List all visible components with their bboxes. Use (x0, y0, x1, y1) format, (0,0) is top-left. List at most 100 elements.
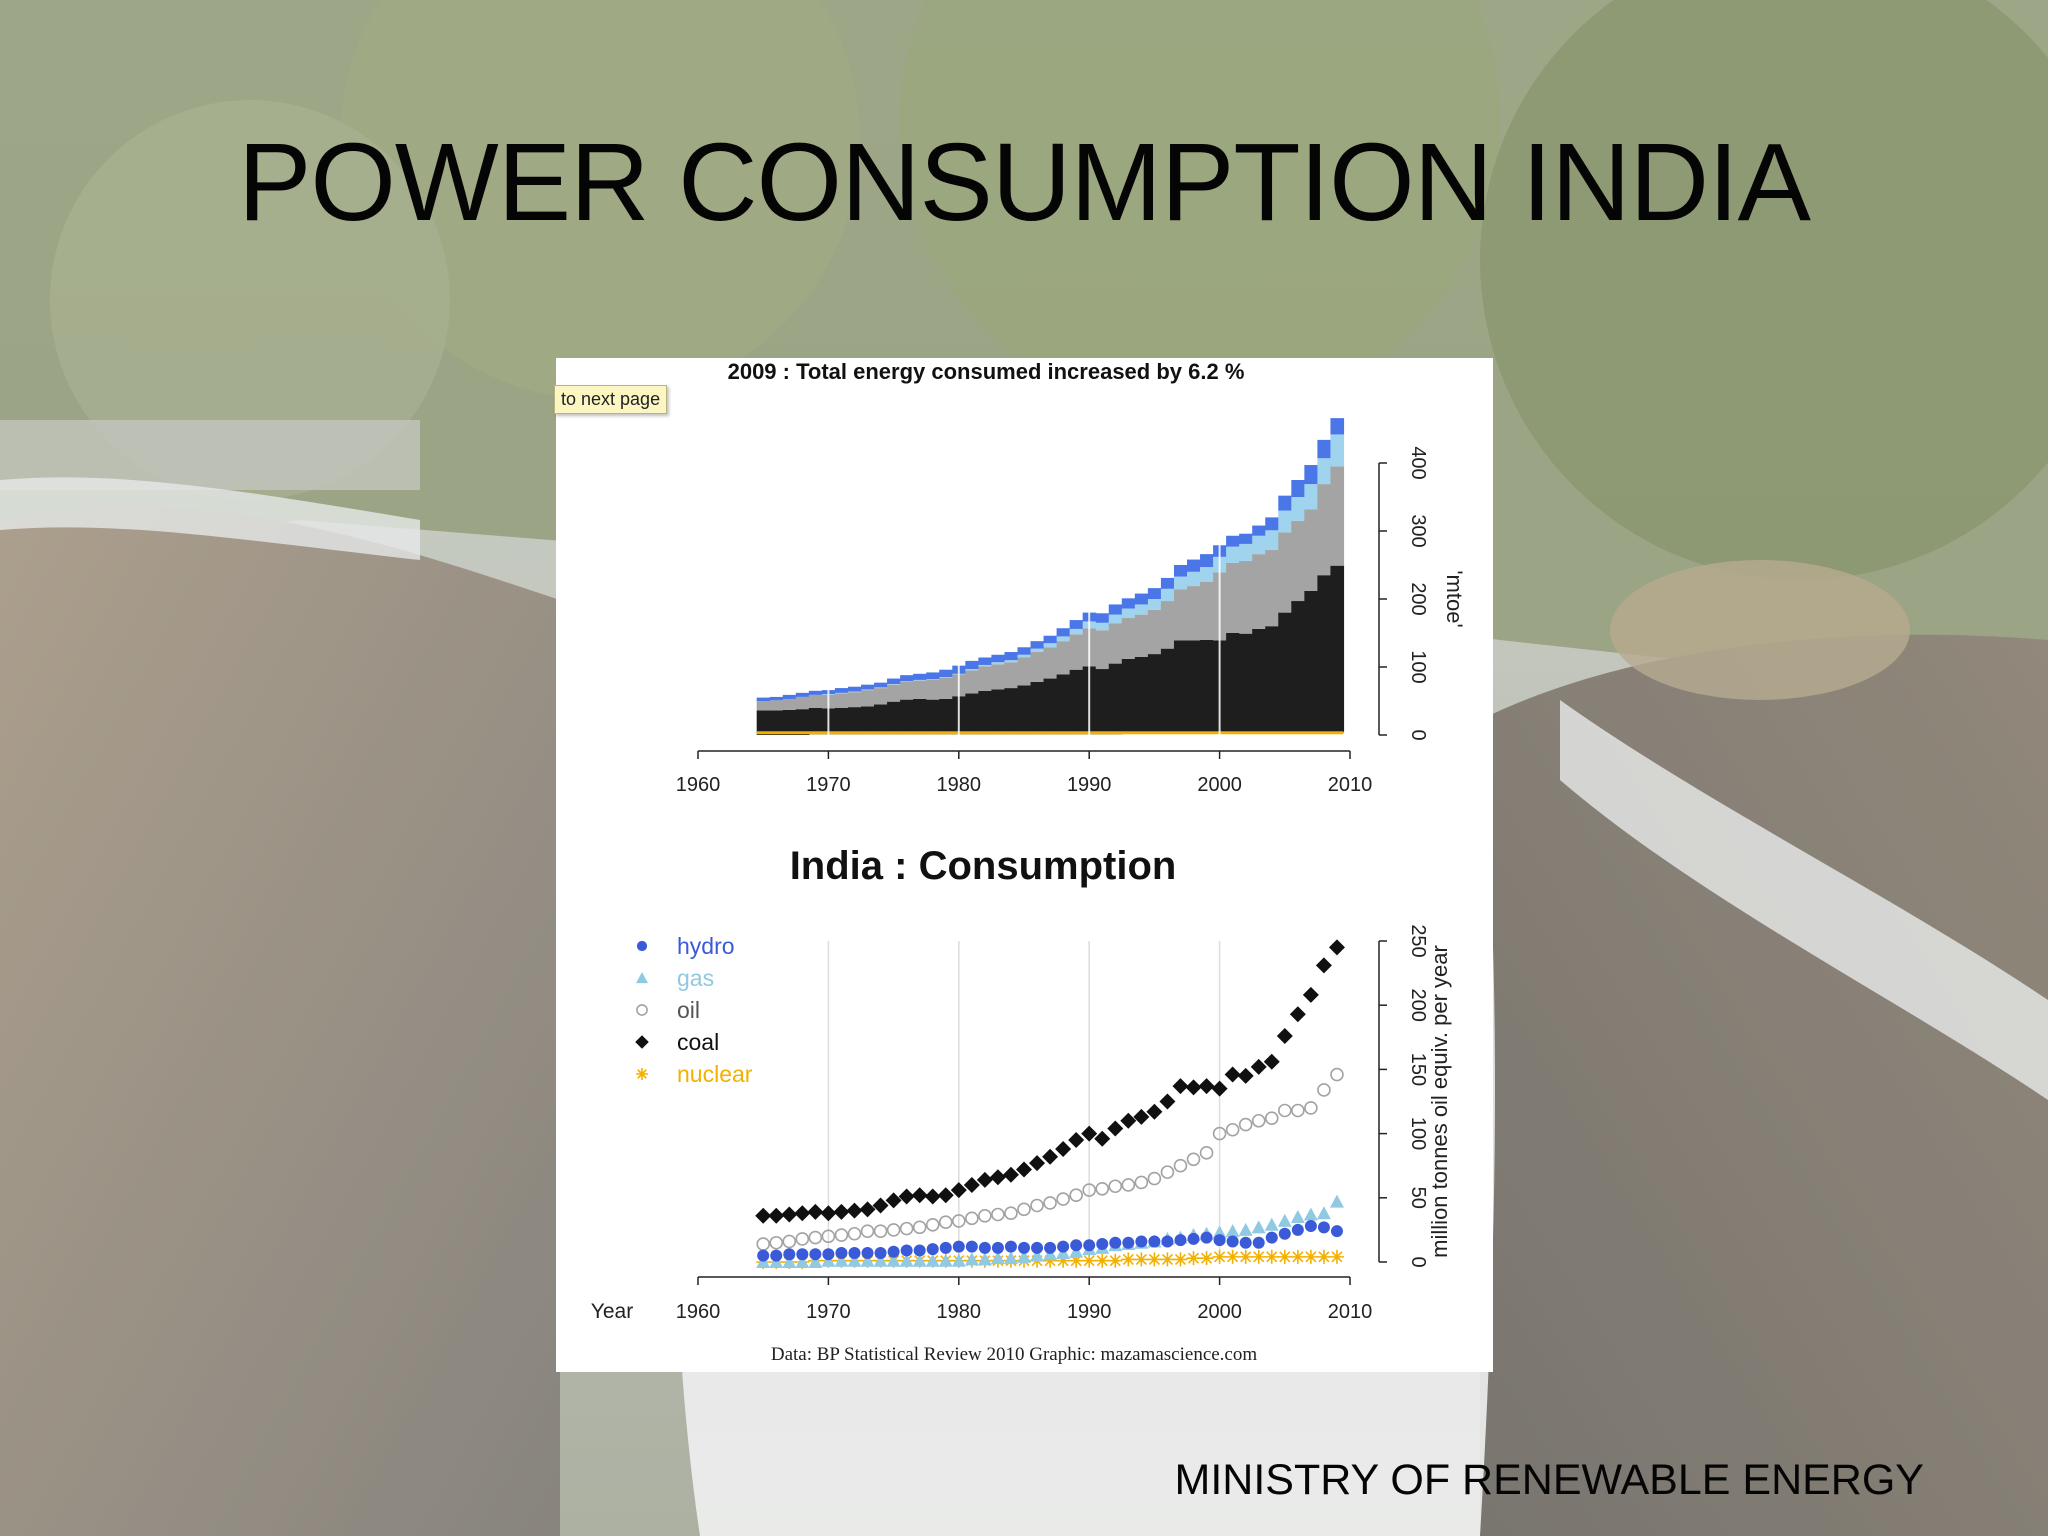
point-hydro-1994 (1135, 1235, 1148, 1248)
slide-footer: MINISTRY OF RENEWABLE ENERGY (1174, 1456, 1924, 1504)
stack-bar-coal-1997 (1173, 640, 1188, 734)
point-hydro-1971 (835, 1247, 848, 1260)
point-hydro-1998 (1187, 1232, 1200, 1245)
point-hydro-1980 (952, 1240, 965, 1253)
stack-bar-gas-1981 (965, 669, 979, 671)
stack-bar-hydro-1987 (1043, 635, 1058, 644)
point-oil-1973 (860, 1224, 875, 1238)
point-gas-2001 (1225, 1224, 1240, 1238)
stack-bar-coal-1985 (1017, 685, 1032, 735)
stack-bar-gas-1998 (1187, 571, 1201, 587)
point-coal-2000 (1211, 1080, 1228, 1097)
top-x-tick-label-1970: 1970 (806, 774, 851, 796)
point-coal-1976 (898, 1188, 915, 1205)
stack-bar-gas-1997 (1173, 576, 1188, 590)
point-gas-2006 (1290, 1210, 1305, 1224)
stack-bar-coal-1989 (1069, 669, 1084, 735)
stack-bar-hydro-1994 (1134, 593, 1149, 605)
bottom-y-tick-label-0: 0 (1407, 1256, 1429, 1267)
legend-label-hydro: hydro (677, 933, 735, 959)
point-oil-1983 (991, 1207, 1005, 1222)
stack-bar-coal-1968 (795, 709, 810, 735)
point-oil-1997 (1173, 1158, 1188, 1173)
top-chart-title: 2009 : Total energy consumed increased b… (728, 359, 1245, 384)
stack-bar-hydro-1972 (847, 686, 862, 692)
stack-bar-gas-2001 (1226, 546, 1240, 563)
stack-bar-oil-1997 (1173, 589, 1188, 641)
stack-bar-gas-1983 (991, 662, 1006, 665)
point-hydro-1975 (887, 1245, 900, 1258)
stack-bar-hydro-1973 (861, 684, 875, 690)
point-oil-1988 (1056, 1192, 1070, 1206)
point-nuclear-1995 (1147, 1252, 1162, 1267)
point-gas-2000 (1212, 1225, 1227, 1239)
point-hydro-1993 (1122, 1236, 1135, 1249)
stack-bar-hydro-2002 (1239, 533, 1253, 544)
stack-bar-gas-1995 (1147, 599, 1162, 610)
stack-bar-oil-1995 (1147, 609, 1162, 655)
stack-bar-hydro-1966 (769, 696, 784, 701)
point-hydro-2007 (1304, 1220, 1317, 1233)
bottom-x-tick-label-1980: 1980 (937, 1301, 982, 1323)
stack-bar-oil-2001 (1226, 562, 1240, 633)
stack-bar-coal-1965 (756, 710, 771, 735)
stack-bar-hydro-1999 (1200, 554, 1214, 568)
point-hydro-1968 (796, 1248, 809, 1261)
point-oil-1966 (769, 1235, 784, 1250)
legend-marker-oil (636, 1004, 648, 1016)
stack-bar-hydro-1974 (874, 682, 888, 688)
stack-bar-oil-1999 (1200, 582, 1214, 640)
chart-panel: 2009 : Total energy consumed increased b… (556, 358, 1493, 1372)
stack-bar-oil-1989 (1069, 634, 1084, 670)
point-gas-1979 (938, 1253, 953, 1267)
point-oil-2003 (1251, 1113, 1266, 1128)
point-oil-1999 (1199, 1146, 1214, 1160)
energy-charts: 2009 : Total energy consumed increased b… (591, 359, 1467, 1365)
stack-bar-oil-1993 (1121, 618, 1136, 659)
stack-bar-oil-1985 (1017, 657, 1032, 686)
point-hydro-2006 (1291, 1223, 1304, 1236)
point-oil-1972 (847, 1226, 862, 1241)
point-coal-1990 (1081, 1125, 1098, 1142)
stack-bar-gas-2002 (1239, 543, 1253, 561)
point-hydro-1987 (1044, 1241, 1057, 1254)
point-gas-2007 (1303, 1207, 1318, 1221)
point-gas-1975 (886, 1253, 901, 1267)
stack-bar-gas-1972 (847, 691, 862, 693)
point-nuclear-1992 (1108, 1253, 1123, 1268)
stack-bar-coal-1977 (913, 698, 927, 735)
stack-bar-oil-1973 (861, 690, 875, 707)
point-coal-2003 (1250, 1058, 1267, 1075)
point-oil-1977 (912, 1220, 927, 1235)
point-coal-1989 (1068, 1132, 1085, 1149)
stack-bar-hydro-1986 (1030, 641, 1045, 649)
point-nuclear-1990 (1082, 1253, 1097, 1268)
stack-bar-hydro-1982 (978, 657, 992, 665)
point-coal-1997 (1172, 1078, 1189, 1095)
point-hydro-1992 (1109, 1236, 1122, 1249)
point-oil-1965 (756, 1237, 770, 1251)
bottom-y-tick-label-200: 200 (1407, 989, 1429, 1022)
stack-bar-oil-1976 (900, 681, 914, 700)
stack-bar-hydro-1993 (1121, 598, 1136, 609)
point-coal-1983 (989, 1169, 1006, 1186)
stack-bar-gas-1993 (1121, 608, 1136, 619)
stack-bar-oil-1983 (991, 664, 1006, 690)
stack-bar-hydro-2005 (1278, 495, 1292, 511)
point-hydro-1990 (1083, 1239, 1096, 1252)
point-coal-1988 (1055, 1141, 1072, 1158)
point-nuclear-1999 (1199, 1251, 1214, 1266)
top-x-tick-label-1960: 1960 (676, 774, 721, 796)
stack-bar-gas-1992 (1108, 614, 1123, 624)
point-oil-2000 (1212, 1126, 1227, 1141)
point-gas-1969 (808, 1255, 823, 1268)
stack-bar-gas-1974 (874, 687, 888, 689)
stack-bar-hydro-1976 (900, 675, 914, 682)
point-coal-1969 (807, 1203, 824, 1220)
bottom-y-axis-label: million tonnes oil equiv. per year (1427, 945, 1452, 1258)
point-nuclear-2007 (1303, 1249, 1318, 1264)
point-hydro-1967 (783, 1248, 796, 1261)
stack-bar-coal-2008 (1317, 575, 1332, 733)
top-y-tick-label-200: 200 (1407, 582, 1429, 615)
legend-marker-gas (636, 972, 648, 984)
